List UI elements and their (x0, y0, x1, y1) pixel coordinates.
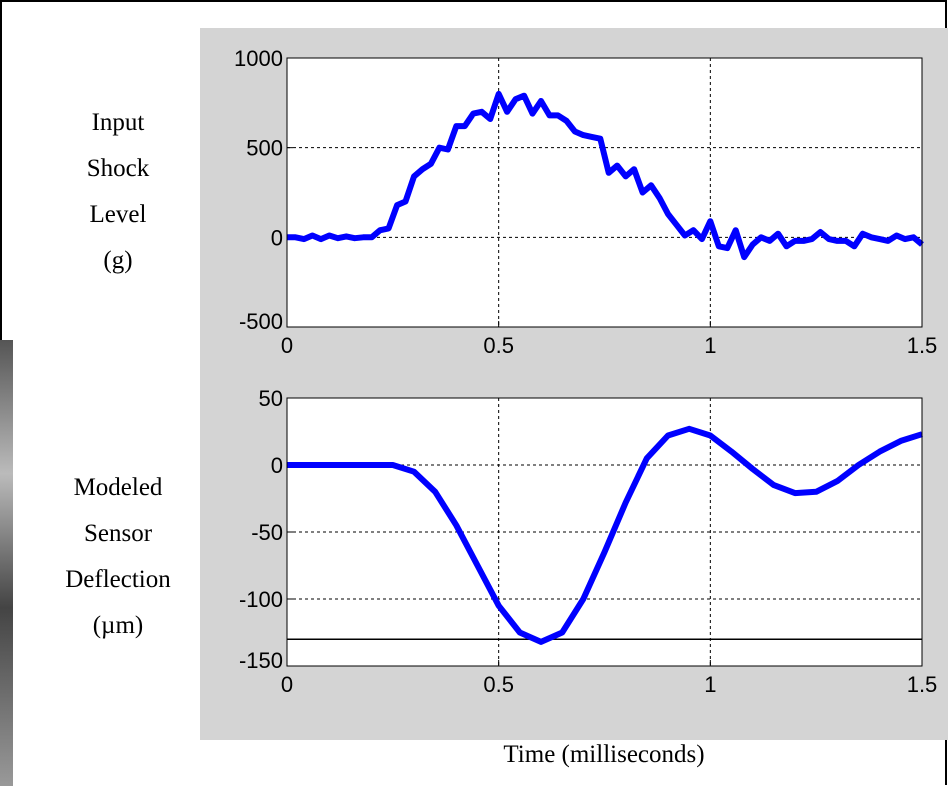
x-tick-label: 1.5 (907, 333, 938, 358)
x-axis-label: Time (milliseconds) (503, 741, 704, 768)
x-tick-label: 0.5 (483, 672, 514, 697)
y-tick-label: -150 (239, 648, 283, 673)
y-tick-label: 0 (271, 225, 283, 250)
x-tick-label: 0.5 (483, 333, 514, 358)
y-axis-label: (g) (103, 247, 132, 274)
y-tick-label: -500 (239, 309, 283, 334)
axes-box (286, 397, 923, 667)
y-axis-label: Input (92, 109, 145, 136)
x-tick-label: 1 (704, 672, 716, 697)
y-axis-label: Sensor (84, 520, 153, 547)
y-axis-label: Level (90, 201, 147, 228)
x-tick-label: 1.5 (907, 672, 938, 697)
y-tick-label: 50 (259, 386, 283, 411)
axes-box (286, 57, 923, 328)
y-axis-label: Shock (87, 155, 150, 182)
photo-strip (0, 340, 13, 786)
y-tick-label: 0 (271, 453, 283, 478)
data-line (287, 425, 923, 645)
y-tick-label: -50 (251, 520, 283, 545)
plot-area (287, 58, 922, 327)
x-tick-label: 0 (281, 672, 293, 697)
plot-area (287, 398, 922, 666)
data-line (287, 90, 924, 261)
y-tick-label: -100 (239, 587, 283, 612)
y-axis-label: Deflection (65, 566, 171, 593)
y-axis-label: Modeled (74, 474, 163, 501)
y-tick-label: 500 (246, 136, 283, 161)
x-tick-label: 0 (281, 333, 293, 358)
y-axis-label: (µm) (93, 612, 144, 639)
y-tick-label: 1000 (234, 46, 283, 71)
x-tick-label: 1 (704, 333, 716, 358)
